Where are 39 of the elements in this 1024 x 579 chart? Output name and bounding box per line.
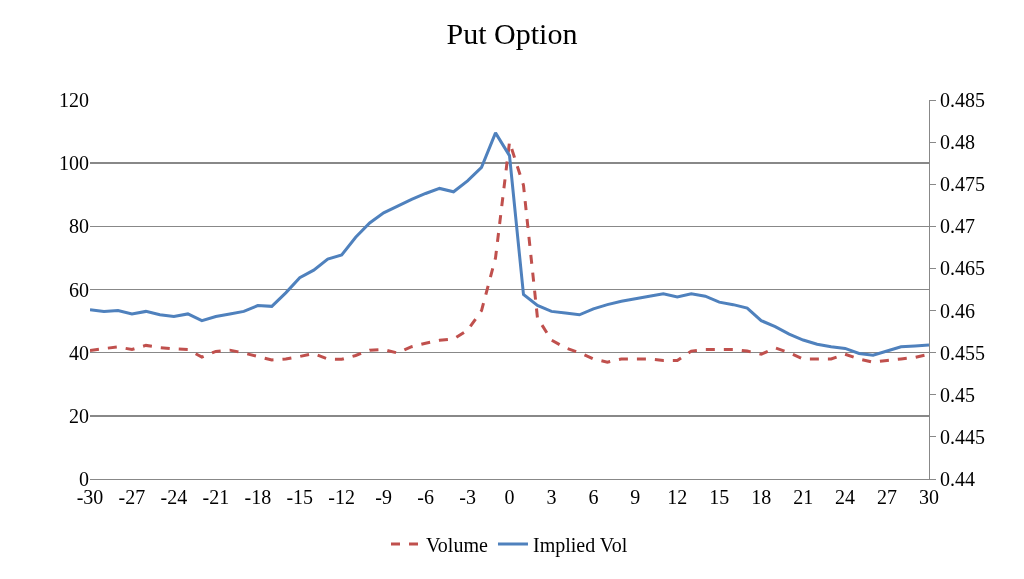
- y2-tick-label: 0.485: [940, 89, 985, 111]
- y2-tick-label: 0.455: [940, 341, 985, 364]
- x-tick-label: 9: [630, 486, 641, 508]
- x-tick-label: -18: [244, 486, 272, 508]
- x-tick-label: -3: [459, 486, 476, 508]
- x-tick-label: -12: [328, 486, 356, 508]
- y2-tick-label: 0.465: [940, 257, 985, 280]
- y2-tick-label: 0.475: [940, 173, 985, 196]
- x-tick-label: 21: [793, 486, 814, 508]
- x-tick-label: 15: [709, 486, 730, 508]
- y-tick-label: 120: [59, 89, 89, 111]
- x-tick-label: 12: [667, 486, 688, 508]
- y-tick-label: 80: [69, 215, 89, 238]
- y2-tick-label: 0.44: [940, 468, 975, 490]
- y2-tick-label: 0.45: [940, 383, 975, 406]
- y-tick-label: 100: [59, 152, 89, 175]
- x-tick-label: -15: [286, 486, 314, 508]
- legend-label: Implied Vol: [532, 533, 628, 557]
- y2-tick-label: 0.445: [940, 425, 985, 448]
- chart-title: Put Option: [446, 17, 578, 51]
- x-tick-label: -27: [118, 486, 146, 508]
- x-tick-label: 0: [504, 486, 515, 508]
- x-tick-label: 18: [751, 486, 772, 508]
- x-tick-label: 30: [919, 486, 939, 508]
- y-tick-label: 60: [69, 278, 89, 301]
- x-tick-label: 3: [546, 486, 557, 508]
- y-tick-label: 20: [69, 404, 89, 427]
- x-tick-label: 6: [588, 486, 599, 508]
- y2-tick-label: 0.46: [940, 299, 975, 322]
- x-tick-label: 24: [835, 486, 856, 508]
- x-tick-label: -9: [375, 486, 392, 508]
- y2-tick-label: 0.47: [940, 215, 975, 238]
- x-tick-label: -6: [417, 486, 434, 508]
- x-tick-label: 27: [877, 486, 898, 508]
- y-tick-label: 40: [69, 341, 89, 364]
- legend-label: Volume: [426, 533, 488, 556]
- y2-tick-label: 0.48: [940, 131, 975, 154]
- x-tick-label: -21: [202, 486, 230, 508]
- x-tick-label: -24: [160, 486, 188, 508]
